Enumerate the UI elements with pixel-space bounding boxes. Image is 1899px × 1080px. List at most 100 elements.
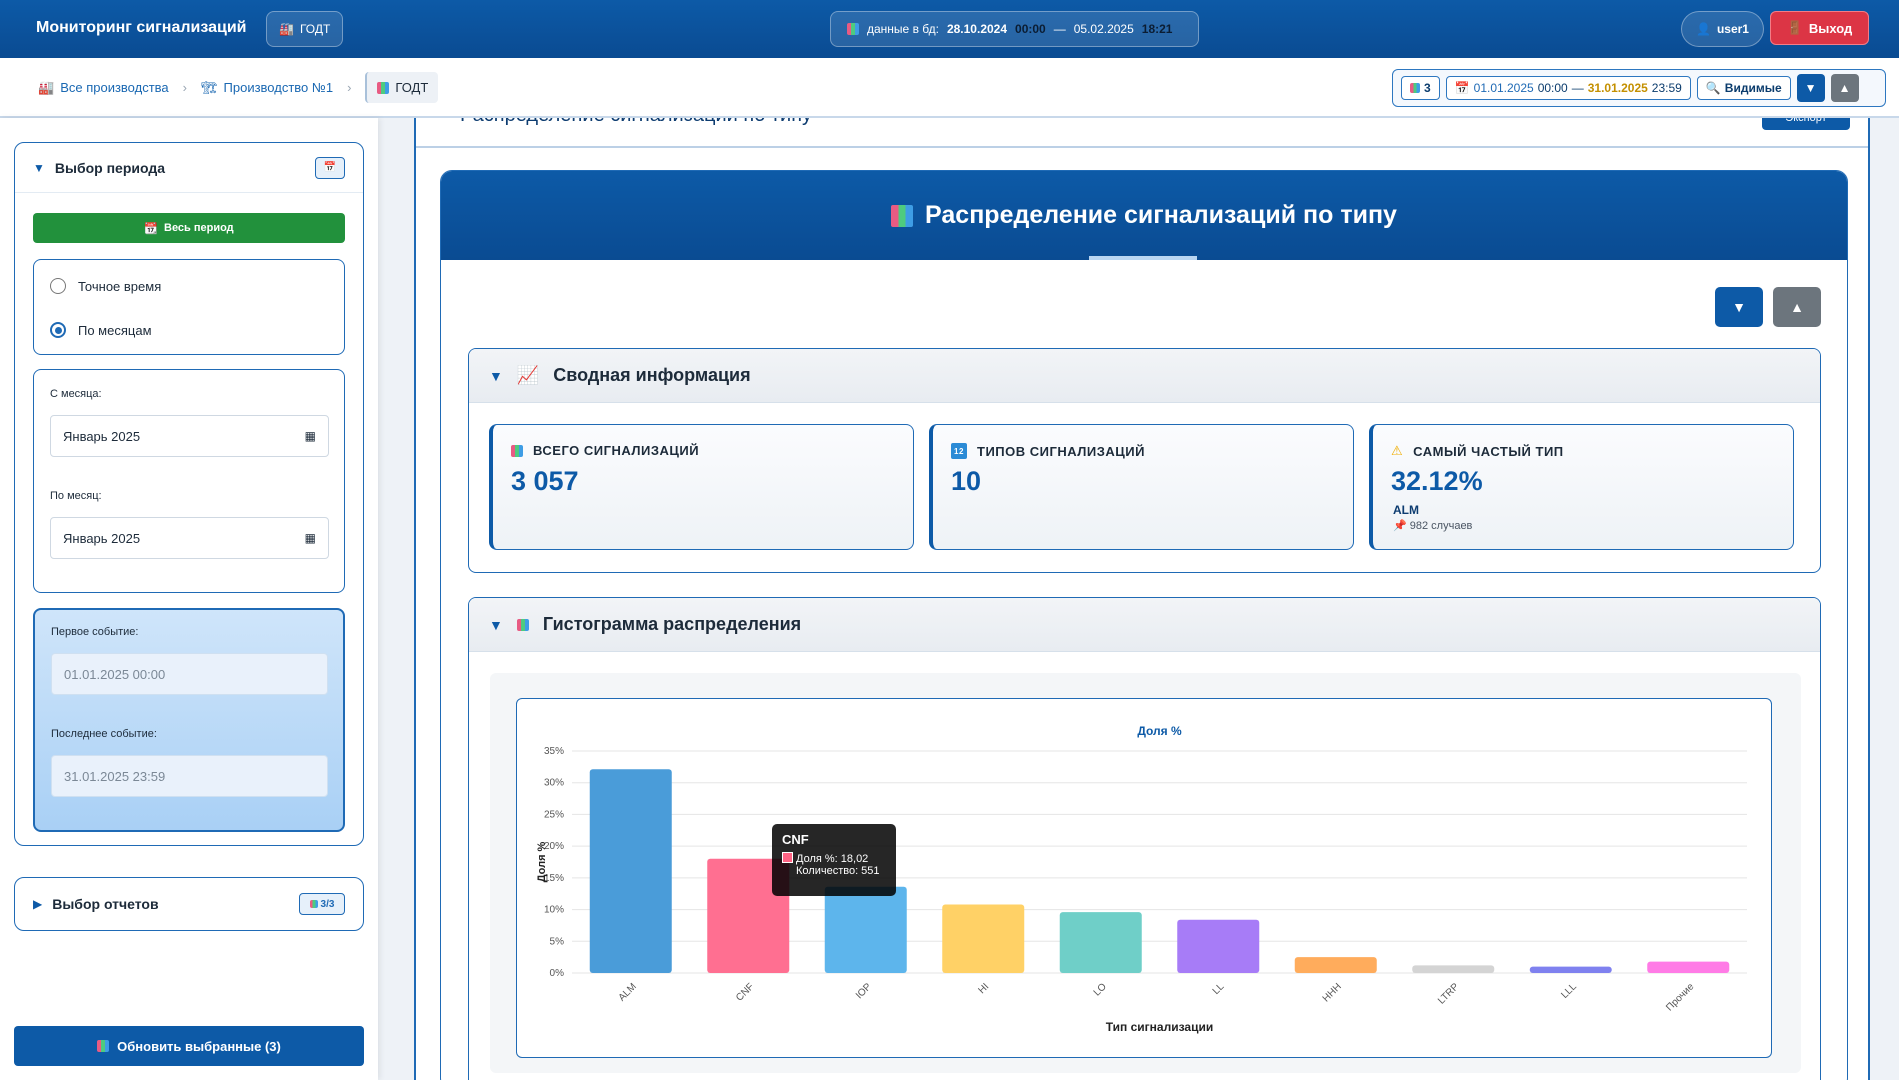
y-tick-label: 0% [550,968,565,979]
logout-button[interactable]: 🚪 Выход [1770,11,1869,45]
bar-ll [1177,919,1260,973]
date-range-button[interactable]: 📅 01.01.2025 00:00 — 31.01.2025 23:59 [1445,76,1691,100]
db-from-time: 00:00 [1015,22,1046,36]
chart-wrapper: Доля % 0% 5% 10% 15% 20% 25% 30% 35% Доля % ALM CNF… [490,673,1801,1073]
main-content: Распределение сигнализаций по типу Экспо… [414,118,1870,1080]
chevron-down-icon: ▼ [33,160,45,175]
calendar-icon: 📅 [323,162,337,173]
most-frequent-cases: 📌 982 случаев [1393,519,1472,532]
range-to-time: 23:59 [1651,81,1682,95]
visible-filter-button[interactable]: 🔍 Видимые [1696,76,1791,100]
chevron-down-icon: ▼ [489,367,503,384]
chart-icon [309,900,318,908]
reports-badge: 3/3 [299,893,345,915]
last-event-field: 31.01.2025 23:59 [51,755,328,797]
expand-all-button[interactable]: ▼ [1796,74,1825,102]
bar-lo [1059,912,1142,973]
breadcrumb-label: Производство №1 [223,80,334,95]
x-tick-label: LO [1092,981,1109,998]
db-label: данные в бд: [867,22,939,36]
export-button[interactable]: Экспорт [1762,118,1850,130]
chart-icon [1410,83,1420,93]
report-count-button[interactable]: 3 [1401,76,1440,100]
db-to-time: 18:21 [1141,22,1173,36]
chart-icon [847,23,859,35]
user-badge[interactable]: 👤 user1 [1681,11,1764,47]
histogram-header[interactable]: ▼ Гистограмма распределения [469,598,1820,652]
period-header[interactable]: ▼ Выбор периода 📅 [15,143,363,193]
mode-radio-group: Точное время По месяцам [33,259,345,355]
first-event-value: 01.01.2025 00:00 [64,666,166,682]
radio-label: По месяцам [78,322,152,338]
x-axis-label: Тип сигнализации [1106,1020,1213,1034]
factory-icon: 🏭 [38,79,55,95]
histogram-title: Гистограмма распределения [542,614,802,634]
breadcrumb-separator: › [182,80,187,95]
refresh-selected-button[interactable]: Обновить выбранные (3) [14,1026,364,1066]
y-tick-label: 5% [550,936,565,947]
godt-button[interactable]: 🏭 ГОДТ [266,11,344,47]
bar-iop [824,886,907,973]
radio-exact-time[interactable]: Точное время [34,264,344,308]
radio-label: Точное время [78,278,162,294]
tooltip-swatch [782,852,793,863]
collapse-sections-button[interactable]: ▲ [1773,287,1821,327]
chart-title: Доля % [1137,724,1182,738]
chevron-right-icon: ▶ [33,897,43,911]
calendar-icon[interactable]: ▦ [304,531,316,545]
calendar-toggle-button[interactable]: 📅 [315,156,345,179]
breadcrumb-production-1[interactable]: 🏗 Производство №1 [201,80,333,96]
bar-hi [942,904,1025,973]
from-month-input[interactable]: Январь 2025 ▦ [50,415,329,457]
radio-by-months[interactable]: По месяцам [34,308,344,352]
reports-count: 3/3 [320,898,335,910]
db-dash: — [1053,22,1066,36]
calendar-icon: 📆 [144,222,159,235]
to-month-value: Январь 2025 [63,530,141,546]
calendar-icon[interactable]: ▦ [304,429,316,443]
production-icon: 🏗 [201,79,218,95]
user-icon: 👤 [1696,22,1711,36]
chart-tooltip: CNF Доля %: 18,02 Количество: 551 [772,824,896,896]
chart-icon [891,204,914,227]
tooltip-share: Доля %: 18,02 [796,853,869,865]
bar-chart[interactable]: Доля % 0% 5% 10% 15% 20% 25% 30% 35% Доля % ALM CNF… [517,699,1773,1059]
radio-button[interactable] [50,322,66,338]
report-toolbar: 3 📅 01.01.2025 00:00 — 31.01.2025 23:59 … [1392,69,1886,107]
db-from-date: 28.10.2024 [946,22,1008,36]
tooltip-line1: Доля %: 18,02 [782,852,886,865]
to-month-label: По месяц: [50,490,102,502]
logout-label: Выход [1808,20,1853,36]
panel-header: Распределение сигнализаций по типу [441,171,1847,260]
chart-icon [511,444,523,457]
y-tick-label: 35% [544,746,564,757]
event-range-box: Первое событие: 01.01.2025 00:00 Последн… [33,608,345,832]
summary-header[interactable]: ▼ 📈 Сводная информация [469,349,1820,403]
breadcrumb-label: Все производства [60,80,169,95]
chart-icon [516,618,529,631]
reports-card[interactable]: ▶ Выбор отчетов 3/3 [14,877,364,931]
chevron-down-icon: ▼ [489,616,503,633]
y-tick-label: 30% [544,778,564,789]
range-from-time: 00:00 [1537,81,1568,95]
x-tick-label: LLL [1559,981,1579,1001]
expand-sections-button[interactable]: ▼ [1715,287,1763,327]
most-frequent-type: ALM [1393,503,1419,517]
reports-header[interactable]: ▶ Выбор отчетов 3/3 [15,878,363,930]
x-tick-label: HI [977,981,992,996]
stat-types: 12 ТИПОВ СИГНАЛИЗАЦИЙ 10 [929,424,1354,550]
collapse-all-button[interactable]: ▲ [1830,74,1859,102]
calendar-icon: 📅 [1454,81,1470,95]
y-tick-label: 15% [544,873,564,884]
histogram-section: ▼ Гистограмма распределения Доля % 0% 5% 10… [468,597,1821,1080]
last-event-label: Последнее событие: [51,728,157,740]
bar-прочие [1647,961,1730,973]
all-period-button[interactable]: 📆 Весь период [33,213,345,243]
bar-lll [1529,966,1612,973]
bar-hhh [1294,957,1377,973]
previous-section-strip: Распределение сигнализаций по типу Экспо… [416,118,1868,148]
breadcrumb-all-productions[interactable]: 🏭 Все производства [38,80,169,96]
radio-button[interactable] [50,278,66,294]
x-tick-label: ALM [617,981,639,1003]
to-month-input[interactable]: Январь 2025 ▦ [50,517,329,559]
